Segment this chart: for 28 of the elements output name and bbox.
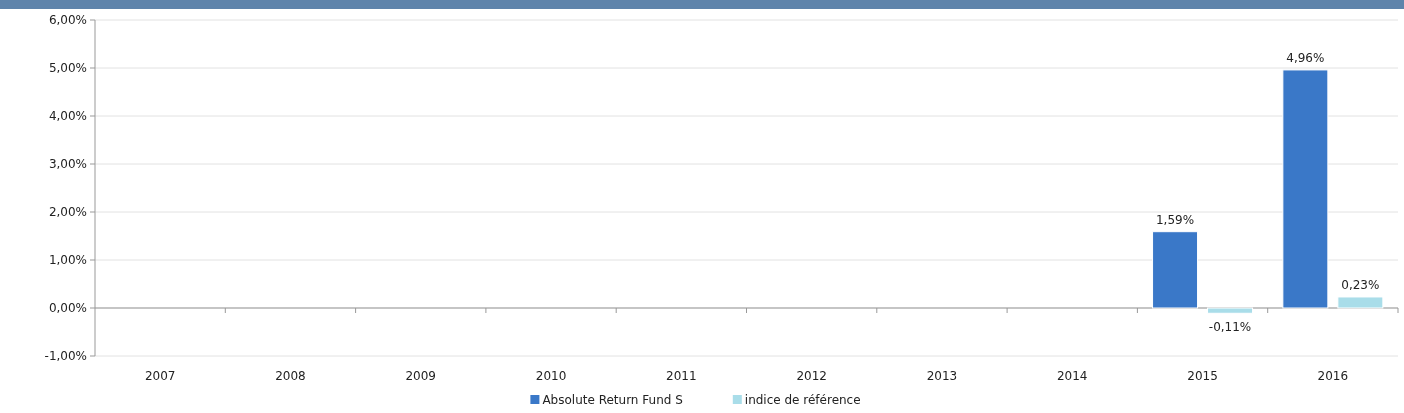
legend-label: indice de référence — [744, 393, 861, 407]
y-tick-label: 2,00% — [48, 205, 87, 219]
x-tick-label: 2007 — [144, 369, 176, 383]
x-tick-label: 2013 — [926, 369, 958, 383]
bar — [1207, 307, 1254, 314]
data-label: 0,23% — [1341, 277, 1380, 292]
y-tick-label: 0,00% — [48, 301, 87, 315]
y-tick-label: 5,00% — [48, 61, 87, 75]
bar — [1282, 69, 1329, 309]
x-tick-label: 2012 — [796, 369, 827, 383]
data-label: 1,59% — [1155, 212, 1195, 227]
x-tick-label: 2010 — [535, 369, 567, 383]
x-tick-label: 2016 — [1317, 369, 1349, 383]
y-tick-label: 3,00% — [48, 157, 87, 171]
x-tick-label: 2008 — [275, 369, 306, 383]
x-tick-label: 2009 — [405, 369, 437, 383]
y-tick-label: -1,00% — [44, 349, 87, 363]
x-tick-label: 2011 — [666, 369, 697, 383]
bar — [1337, 296, 1384, 309]
legend-label: Absolute Return Fund S — [542, 393, 683, 407]
data-label: -0,11% — [1208, 320, 1252, 335]
x-tick-label: 2015 — [1187, 369, 1218, 383]
y-tick-label: 6,00% — [48, 13, 87, 27]
x-tick-label: 2014 — [1056, 369, 1088, 383]
y-tick-label: 4,00% — [48, 109, 87, 123]
y-tick-label: 1,00% — [48, 253, 87, 267]
bar — [1152, 231, 1199, 309]
data-label: 4,96% — [1286, 50, 1325, 65]
